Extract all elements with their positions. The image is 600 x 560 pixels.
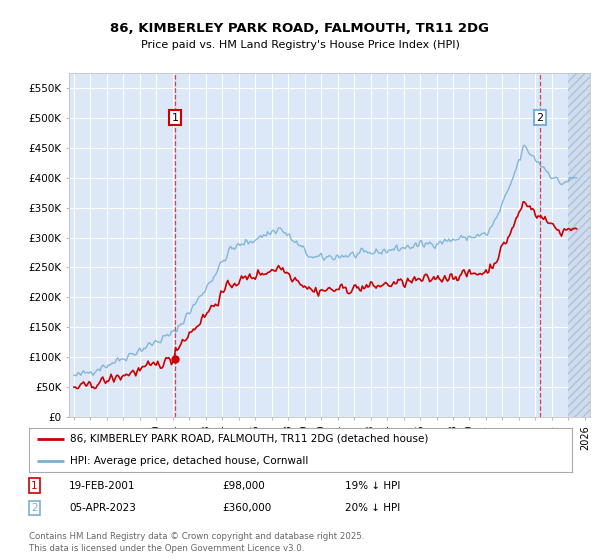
Text: 19% ↓ HPI: 19% ↓ HPI bbox=[345, 480, 400, 491]
Text: 05-APR-2023: 05-APR-2023 bbox=[69, 503, 136, 513]
Text: £98,000: £98,000 bbox=[222, 480, 265, 491]
Text: HPI: Average price, detached house, Cornwall: HPI: Average price, detached house, Corn… bbox=[70, 456, 308, 465]
Text: 19-FEB-2001: 19-FEB-2001 bbox=[69, 480, 136, 491]
Text: Price paid vs. HM Land Registry's House Price Index (HPI): Price paid vs. HM Land Registry's House … bbox=[140, 40, 460, 50]
Text: 2: 2 bbox=[31, 503, 38, 513]
Text: 2: 2 bbox=[536, 113, 544, 123]
Text: 86, KIMBERLEY PARK ROAD, FALMOUTH, TR11 2DG: 86, KIMBERLEY PARK ROAD, FALMOUTH, TR11 … bbox=[110, 22, 490, 35]
Text: 1: 1 bbox=[172, 113, 178, 123]
Text: 20% ↓ HPI: 20% ↓ HPI bbox=[345, 503, 400, 513]
Text: £360,000: £360,000 bbox=[222, 503, 271, 513]
Text: Contains HM Land Registry data © Crown copyright and database right 2025.
This d: Contains HM Land Registry data © Crown c… bbox=[29, 533, 364, 553]
Text: 86, KIMBERLEY PARK ROAD, FALMOUTH, TR11 2DG (detached house): 86, KIMBERLEY PARK ROAD, FALMOUTH, TR11 … bbox=[70, 434, 428, 444]
Text: 1: 1 bbox=[31, 480, 38, 491]
